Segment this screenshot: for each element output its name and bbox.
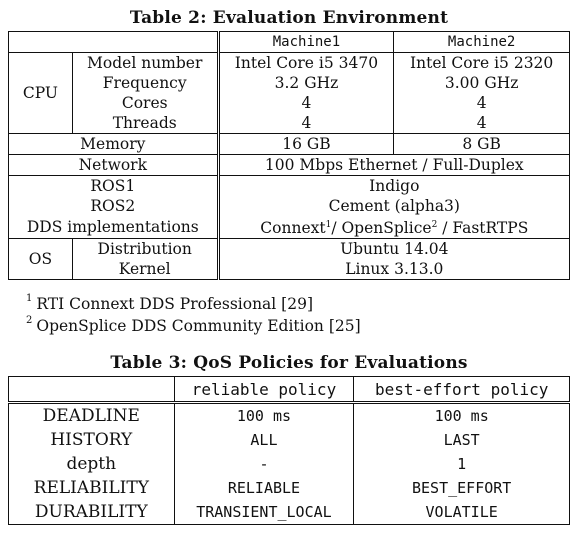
table-row: ROS2 Cement (alpha3) bbox=[8, 196, 571, 216]
row-label: Kernel bbox=[71, 259, 219, 281]
table-row: Kernel Linux 3.13.0 bbox=[9, 259, 571, 281]
best-effort-value: VOLATILE bbox=[353, 500, 570, 525]
row-label: Memory bbox=[8, 133, 219, 155]
cell-shared: Indigo bbox=[216, 175, 571, 196]
table-row: depth - 1 bbox=[8, 452, 570, 476]
evaluation-environment-table: Machine1 Machine2 CPU Model number Intel… bbox=[8, 31, 571, 281]
cell-m1: 4 bbox=[216, 93, 394, 113]
cell-m2: 3.00 GHz bbox=[393, 73, 570, 93]
cell-m1: 16 GB bbox=[216, 133, 394, 155]
cell-m1: 3.2 GHz bbox=[216, 73, 394, 93]
footnote-marker: 1 bbox=[325, 220, 332, 230]
header-reliable-policy: reliable policy bbox=[173, 376, 354, 404]
row-label: ROS2 bbox=[8, 196, 219, 216]
header-machine2: Machine2 bbox=[393, 31, 570, 53]
footnote-marker: 1 bbox=[26, 293, 33, 304]
dds-part: / OpenSplice bbox=[331, 219, 432, 238]
qos-policies-table: reliable policy best-effort policy DEADL… bbox=[8, 376, 570, 525]
reliable-value: ALL bbox=[173, 428, 354, 452]
row-label: ROS1 bbox=[8, 175, 219, 196]
footnote: 1 RTI Connext DDS Professional [29] bbox=[26, 293, 313, 314]
dds-implementations-cell: Connext1/ OpenSplice2 / FastRTPS bbox=[216, 216, 571, 240]
cell-m2: 4 bbox=[393, 93, 570, 113]
table-row: Threads 4 4 bbox=[9, 113, 570, 134]
best-effort-value: BEST_EFFORT bbox=[353, 476, 570, 500]
reliable-value: 100 ms bbox=[173, 402, 354, 428]
cell-shared: Ubuntu 14.04 bbox=[216, 238, 571, 260]
footnote-marker: 2 bbox=[26, 315, 33, 326]
table3-caption: Table 3: QoS Policies for Evaluations bbox=[110, 353, 468, 373]
table-row: DEADLINE 100 ms 100 ms bbox=[8, 402, 570, 428]
table-row: Network 100 Mbps Ethernet / Full-Duplex bbox=[8, 154, 571, 176]
row-label: Network bbox=[8, 154, 219, 176]
cpu-group-label: CPU bbox=[8, 52, 73, 134]
footnote-text: OpenSplice DDS Community Edition [25] bbox=[36, 317, 361, 336]
reliable-value: RELIABLE bbox=[173, 476, 354, 500]
table-row: DDS implementations Connext1/ OpenSplice… bbox=[8, 216, 571, 240]
row-label: Frequency bbox=[71, 73, 219, 93]
policy-name: RELIABILITY bbox=[8, 476, 175, 500]
policy-name: DEADLINE bbox=[8, 402, 175, 428]
reliable-value: TRANSIENT_LOCAL bbox=[173, 500, 354, 525]
footnote: 2 OpenSplice DDS Community Edition [25] bbox=[26, 315, 361, 336]
table2-caption: Table 2: Evaluation Environment bbox=[129, 8, 449, 28]
header-empty-cell bbox=[8, 31, 219, 53]
row-label: Cores bbox=[71, 93, 219, 113]
table-row: reliable policy best-effort policy bbox=[8, 376, 570, 404]
table-row: ROS1 Indigo bbox=[8, 175, 571, 196]
row-label: Model number bbox=[71, 52, 219, 73]
cell-m2: Intel Core i5 2320 bbox=[393, 52, 570, 73]
table-row: OS Distribution Ubuntu 14.04 bbox=[8, 238, 571, 281]
policy-name: HISTORY bbox=[8, 428, 175, 452]
header-empty-cell bbox=[8, 376, 175, 404]
row-label: Distribution bbox=[71, 238, 219, 260]
table-row: Frequency 3.2 GHz 3.00 GHz bbox=[9, 73, 570, 93]
dds-part: / FastRTPS bbox=[442, 219, 529, 238]
best-effort-value: LAST bbox=[353, 428, 570, 452]
cell-shared: Cement (alpha3) bbox=[216, 196, 571, 216]
best-effort-value: 1 bbox=[353, 452, 570, 476]
table-row: Memory 16 GB 8 GB bbox=[8, 133, 570, 155]
header-best-effort-policy: best-effort policy bbox=[353, 376, 570, 404]
policy-name: depth bbox=[8, 452, 175, 476]
cell-shared: Linux 3.13.0 bbox=[216, 259, 571, 281]
dds-part: Connext bbox=[260, 219, 326, 238]
best-effort-value: 100 ms bbox=[353, 402, 570, 428]
reliable-value: - bbox=[173, 452, 354, 476]
table-row: Machine1 Machine2 bbox=[8, 31, 570, 53]
row-label: Threads bbox=[71, 113, 219, 134]
footnote-text: RTI Connext DDS Professional [29] bbox=[36, 295, 313, 314]
row-label: DDS implementations bbox=[8, 216, 219, 240]
table-row: DURABILITY TRANSIENT_LOCAL VOLATILE bbox=[8, 500, 570, 525]
os-group-label: OS bbox=[8, 238, 73, 281]
cell-m2: 8 GB bbox=[393, 133, 570, 155]
table-row: CPU Model number Intel Core i5 3470 Inte… bbox=[8, 52, 570, 134]
header-machine1: Machine1 bbox=[216, 31, 394, 53]
table-row: HISTORY ALL LAST bbox=[8, 428, 570, 452]
footnote-marker: 2 bbox=[431, 220, 438, 230]
cell-shared: 100 Mbps Ethernet / Full-Duplex bbox=[216, 154, 571, 176]
cell-m2: 4 bbox=[393, 113, 570, 134]
table-row: Cores 4 4 bbox=[9, 93, 570, 113]
cell-m1: Intel Core i5 3470 bbox=[216, 52, 394, 73]
table-row: RELIABILITY RELIABLE BEST_EFFORT bbox=[8, 476, 570, 500]
policy-name: DURABILITY bbox=[8, 500, 175, 525]
cell-m1: 4 bbox=[216, 113, 394, 134]
